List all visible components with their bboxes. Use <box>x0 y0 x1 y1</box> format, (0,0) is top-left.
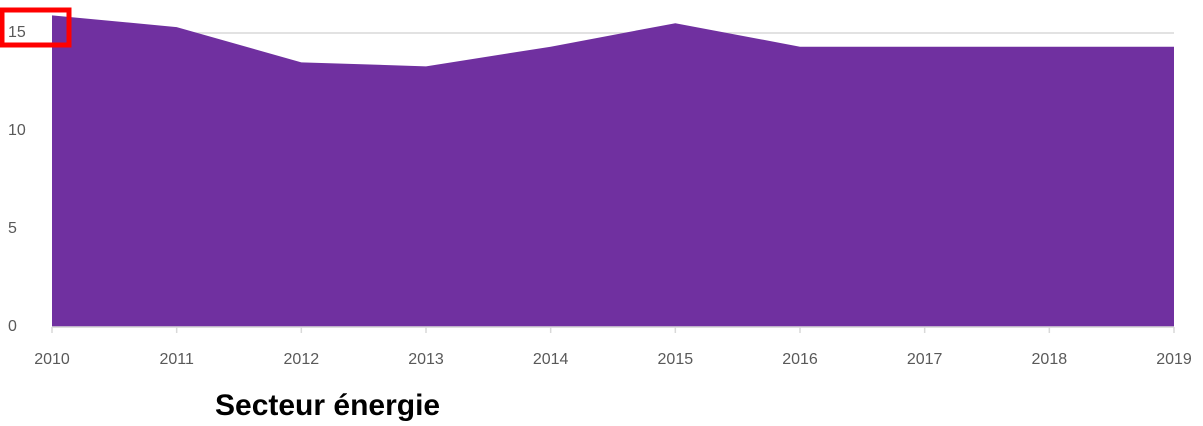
chart-title: Secteur énergie <box>215 389 440 422</box>
y-tick-label: 15 <box>8 24 26 41</box>
x-tick-label: 2018 <box>1032 351 1068 368</box>
x-tick-label: 2013 <box>408 351 444 368</box>
y-tick-label: 0 <box>8 318 17 335</box>
y-tick-label: 5 <box>8 220 17 237</box>
x-tick-label: 2012 <box>284 351 320 368</box>
y-tick-label: 10 <box>8 122 26 139</box>
x-tick-label: 2014 <box>533 351 569 368</box>
x-tick-label: 2017 <box>907 351 943 368</box>
area <box>52 15 1174 328</box>
highlight-box <box>0 7 72 48</box>
x-tick-label: 2010 <box>34 351 70 368</box>
x-tick-label: 2016 <box>782 351 818 368</box>
x-tick-label: 2011 <box>159 351 194 368</box>
x-tick-label: 2019 <box>1156 351 1192 368</box>
x-tick-label: 2015 <box>658 351 694 368</box>
